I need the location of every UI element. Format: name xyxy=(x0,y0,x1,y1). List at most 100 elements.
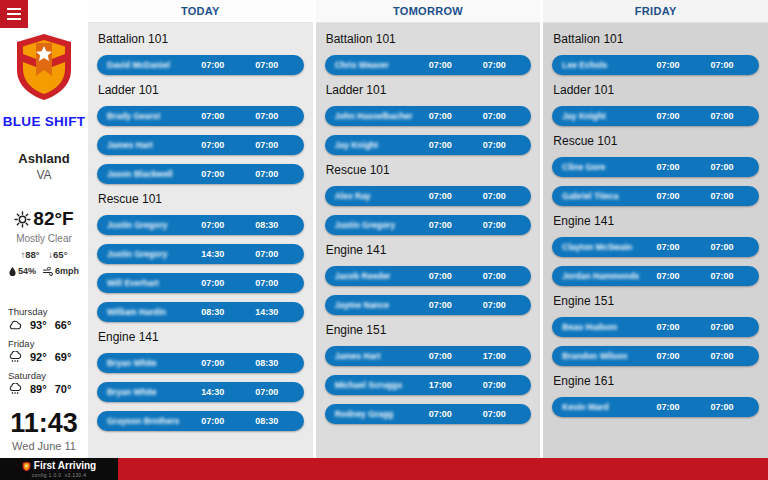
state-label: VA xyxy=(36,168,51,182)
forecast-low: 69° xyxy=(55,351,72,363)
menu-icon xyxy=(7,18,21,20)
end-time: 07:00 xyxy=(467,191,521,201)
end-time: 07:00 xyxy=(467,271,521,281)
start-time: 07:00 xyxy=(413,271,467,281)
unit-title: Engine 141 xyxy=(553,215,759,228)
person-name: Clayton McSwain xyxy=(562,242,641,252)
start-time: 14:30 xyxy=(186,387,240,397)
end-time: 07:00 xyxy=(240,111,294,121)
start-time: 07:00 xyxy=(413,300,467,310)
unit-title: Engine 141 xyxy=(326,244,532,257)
menu-button[interactable] xyxy=(0,0,28,28)
end-time: 07:00 xyxy=(695,242,749,252)
person-name: Brandon Wilson xyxy=(562,351,641,361)
unit-title: Engine 161 xyxy=(553,375,759,388)
end-time: 07:00 xyxy=(467,140,521,150)
start-time: 07:00 xyxy=(186,278,240,288)
end-time: 07:00 xyxy=(467,380,521,390)
brand-name: First Arriving xyxy=(34,461,96,471)
start-time: 07:00 xyxy=(641,351,695,361)
shift-row: Jordan Hammonds07:0007:00 xyxy=(552,266,759,286)
person-name: Michael Scruggs xyxy=(335,380,414,390)
schedule-column: TOMORROWBattalion 101Chris Weaver07:0007… xyxy=(313,0,541,458)
end-time: 07:00 xyxy=(467,111,521,121)
forecast-high: 92° xyxy=(30,351,47,363)
start-time: 07:00 xyxy=(186,111,240,121)
start-time: 07:00 xyxy=(413,351,467,361)
unit-title: Ladder 101 xyxy=(553,84,759,97)
person-name: Jayme Nance xyxy=(335,300,414,310)
low-temp: ↓65° xyxy=(48,249,67,260)
clock-date: Wed June 11 xyxy=(10,440,78,452)
person-name: James Hart xyxy=(107,140,186,150)
start-time: 07:00 xyxy=(413,409,467,419)
end-time: 07:00 xyxy=(240,278,294,288)
shift-row: James Hart07:0017:00 xyxy=(325,346,532,366)
humidity-wind: 54% 6mph xyxy=(9,266,79,276)
start-time: 07:00 xyxy=(641,162,695,172)
city-label: Ashland xyxy=(18,151,69,166)
schedule-column: TODAYBattalion 101David McDaniel07:0007:… xyxy=(88,0,313,458)
end-time: 17:00 xyxy=(467,351,521,361)
shift-row: Rodney Gragg07:0007:00 xyxy=(325,404,532,424)
department-shield-logo xyxy=(13,32,75,102)
end-time: 07:00 xyxy=(240,387,294,397)
person-name: Jordan Hammonds xyxy=(562,271,641,281)
person-name: Rodney Gragg xyxy=(335,409,414,419)
shift-row: Cline Gore07:0007:00 xyxy=(552,157,759,177)
person-name: William Hardin xyxy=(107,307,186,317)
shift-row: David McDaniel07:0007:00 xyxy=(97,55,304,75)
schedule-board: TODAYBattalion 101David McDaniel07:0007:… xyxy=(88,0,768,458)
wind-value: 6mph xyxy=(55,266,79,276)
shift-row: Grayson Brothers07:0008:30 xyxy=(97,411,304,431)
forecast-low: 66° xyxy=(55,319,72,331)
end-time: 07:00 xyxy=(467,409,521,419)
shift-row: Justin Gregory07:0008:30 xyxy=(97,215,304,235)
sun-icon xyxy=(14,211,31,228)
person-name: Bryan White xyxy=(107,387,186,397)
unit-title: Battalion 101 xyxy=(326,33,532,46)
end-time: 07:00 xyxy=(695,60,749,70)
end-time: 08:30 xyxy=(240,220,294,230)
start-time: 07:00 xyxy=(413,140,467,150)
shift-row: Alex Ray07:0007:00 xyxy=(325,186,532,206)
unit-title: Engine 151 xyxy=(326,324,532,337)
end-time: 07:00 xyxy=(240,140,294,150)
column-body: Battalion 101Chris Weaver07:0007:00Ladde… xyxy=(316,23,541,458)
rain-icon xyxy=(8,351,22,363)
shift-label: BLUE SHIFT xyxy=(3,114,86,129)
person-name: Justin Gregory xyxy=(335,220,414,230)
end-time: 07:00 xyxy=(695,271,749,281)
end-time: 08:30 xyxy=(240,416,294,426)
end-time: 07:00 xyxy=(467,60,521,70)
shift-row: Jacob Reeder07:0007:00 xyxy=(325,266,532,286)
start-time: 07:00 xyxy=(641,271,695,281)
forecast-day: Friday xyxy=(8,338,80,349)
forecast-row: Saturday89°70° xyxy=(8,370,80,395)
wind-icon xyxy=(43,267,53,276)
start-time: 07:00 xyxy=(413,60,467,70)
shift-row: Jay Knight07:0007:00 xyxy=(552,106,759,126)
start-time: 08:30 xyxy=(186,307,240,317)
person-name: Kevin Ward xyxy=(562,402,641,412)
person-name: Will Everhart xyxy=(107,278,186,288)
person-name: Lee Echols xyxy=(562,60,641,70)
current-temp: 82°F xyxy=(33,208,73,230)
start-time: 07:00 xyxy=(186,220,240,230)
end-time: 07:00 xyxy=(240,60,294,70)
shift-row: Bryan White07:0008:30 xyxy=(97,353,304,373)
column-body: Battalion 101David McDaniel07:0007:00Lad… xyxy=(88,23,313,458)
current-weather: 82°F xyxy=(14,208,73,230)
high-low: ↑88° ↓65° xyxy=(21,249,68,260)
unit-title: Engine 141 xyxy=(98,331,304,344)
person-name: John Hasselbacher xyxy=(335,111,414,121)
end-time: 07:00 xyxy=(467,220,521,230)
shift-row: Clayton McSwain07:0007:00 xyxy=(552,237,759,257)
shift-row: Chris Weaver07:0007:00 xyxy=(325,55,532,75)
unit-title: Ladder 101 xyxy=(98,84,304,97)
shift-row: William Hardin08:3014:30 xyxy=(97,302,304,322)
shift-row: Justin Gregory07:0007:00 xyxy=(325,215,532,235)
column-header: FRIDAY xyxy=(543,0,768,23)
column-body: Battalion 101Lee Echols07:0007:00Ladder … xyxy=(543,23,768,458)
start-time: 07:00 xyxy=(186,358,240,368)
